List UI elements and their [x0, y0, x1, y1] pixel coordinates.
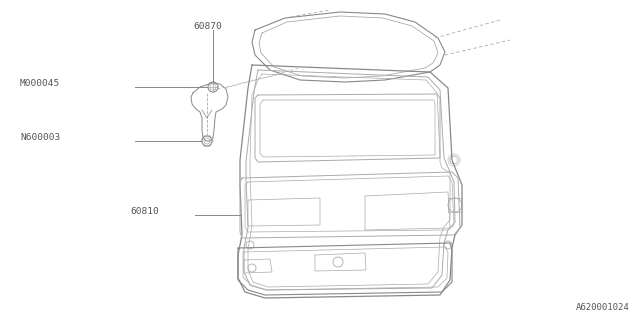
Text: 60870: 60870: [193, 22, 221, 31]
Text: A620001024: A620001024: [576, 303, 630, 312]
Text: 60810: 60810: [130, 206, 159, 215]
Text: M000045: M000045: [20, 78, 60, 87]
Text: N600003: N600003: [20, 132, 60, 141]
